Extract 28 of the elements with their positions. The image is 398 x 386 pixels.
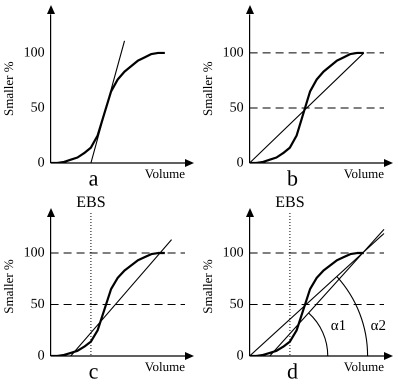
text: d <box>287 358 298 384</box>
text: c <box>88 358 99 384</box>
y-tick-label: 100 <box>222 46 244 61</box>
y-tick-label: 100 <box>24 46 45 61</box>
y-tick-label: 0 <box>38 156 45 171</box>
annotation: α1 <box>330 318 346 334</box>
text: a <box>88 166 99 191</box>
y-axis-title: Smaller % <box>1 61 16 116</box>
text: b <box>287 166 298 191</box>
x-axis-title: Volume <box>144 166 186 182</box>
y-tick-label: 50 <box>30 297 45 312</box>
y-tick-label: 0 <box>236 348 244 364</box>
text: EBS <box>76 194 106 212</box>
y-axis-title: Smaller % <box>200 61 216 116</box>
y-tick-label: 0 <box>38 348 45 364</box>
y-tick-label: 50 <box>30 100 45 116</box>
y-tick-label: 100 <box>222 246 244 261</box>
y-tick-label: 50 <box>230 297 244 312</box>
y-tick-label: 100 <box>24 246 45 261</box>
y-tick-label: 0 <box>236 156 244 171</box>
x-axis-title: Volume <box>344 359 384 374</box>
y-axis-title: Smaller % <box>1 259 16 314</box>
x-axis-title: Volume <box>344 166 384 182</box>
y-tick-label: 50 <box>230 100 244 116</box>
annotation: α2 <box>370 318 386 334</box>
text: EBS <box>275 194 305 212</box>
x-axis-title: Volume <box>144 359 186 374</box>
y-axis-title: Smaller % <box>200 259 216 314</box>
